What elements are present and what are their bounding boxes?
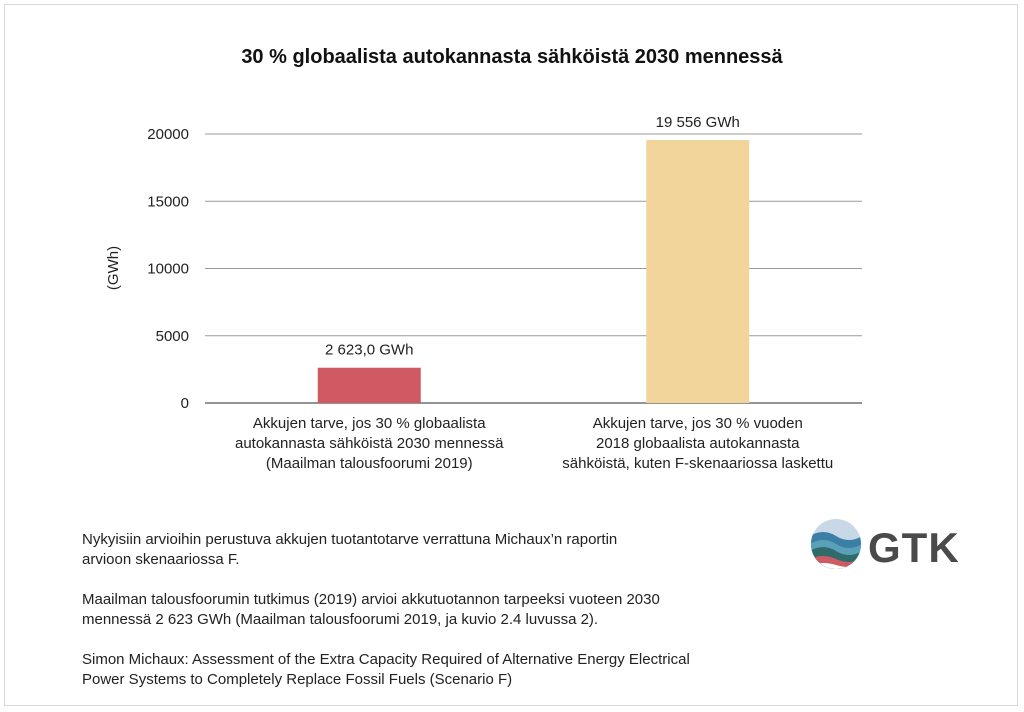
- data-labels: 2 623,0 GWh 19 556 GWh: [325, 114, 740, 359]
- y-tick-label: 0: [181, 395, 189, 412]
- data-label: 19 556 GWh: [656, 114, 740, 131]
- gtk-logo-text: GTK: [868, 524, 960, 571]
- footer-note-2-line: Maailman talousfoorumin tutkimus (2019) …: [82, 591, 660, 608]
- x-tick-label: Akkujen tarve, jos 30 % vuoden 2018 globa…: [538, 414, 858, 474]
- footer-note-3-line: Simon Michaux: Assessment of the Extra C…: [82, 651, 690, 668]
- data-label: 2 623,0 GWh: [325, 342, 413, 359]
- y-tick-label: 5000: [156, 328, 189, 345]
- figure-frame: [4, 4, 1018, 706]
- y-tick-label: 15000: [147, 193, 189, 210]
- x-tick-label-line: autokannasta sähköistä 2030 mennessä: [234, 435, 504, 452]
- footer-note-3-line: Power Systems to Completely Replace Foss…: [82, 671, 513, 688]
- gtk-logo-mark-icon: [811, 519, 861, 569]
- x-tick-label-line: sähköistä, kuten F-skenaariossa laskettu: [562, 455, 834, 472]
- x-tick-label-line: Akkujen tarve, jos 30 % globaalista: [252, 415, 486, 432]
- footer-note-1: Nykyisiin arvioihin perustuva akkujen tu…: [82, 530, 782, 570]
- footer-notes: Nykyisiin arvioihin perustuva akkujen tu…: [82, 530, 782, 710]
- footer-note-2-line: mennessä 2 623 GWh (Maailman talousfooru…: [82, 611, 599, 628]
- x-tick-label-line: Akkujen tarve, jos 30 % vuoden: [592, 415, 803, 432]
- y-axis-ticks: 0 5000 10000 15000 20000: [147, 126, 189, 412]
- x-tick-label-line: (Maailman talousfoorumi 2019): [265, 455, 473, 472]
- footer-note-1-line: arvioon skenaariossa F.: [82, 551, 240, 568]
- y-tick-label: 20000: [147, 126, 189, 143]
- footer-note-1-line: Nykyisiin arvioihin perustuva akkujen tu…: [82, 531, 618, 548]
- gtk-logo: GTK: [810, 518, 980, 574]
- x-tick-label-line: 2018 globaalista autokannasta: [596, 435, 800, 452]
- y-axis-label: (GWh): [105, 246, 122, 290]
- bars: [317, 139, 750, 403]
- footer-note-2: Maailman talousfoorumin tutkimus (2019) …: [82, 590, 782, 630]
- footer-note-3: Simon Michaux: Assessment of the Extra C…: [82, 650, 782, 690]
- chart-title: 30 % globaalista autokannasta sähköistä …: [241, 46, 783, 68]
- y-tick-label: 10000: [147, 261, 189, 278]
- bar: [646, 139, 750, 403]
- gridlines: [205, 133, 862, 404]
- x-tick-label: Akkujen tarve, jos 30 % globaalista autok…: [209, 414, 529, 474]
- bar: [317, 367, 421, 403]
